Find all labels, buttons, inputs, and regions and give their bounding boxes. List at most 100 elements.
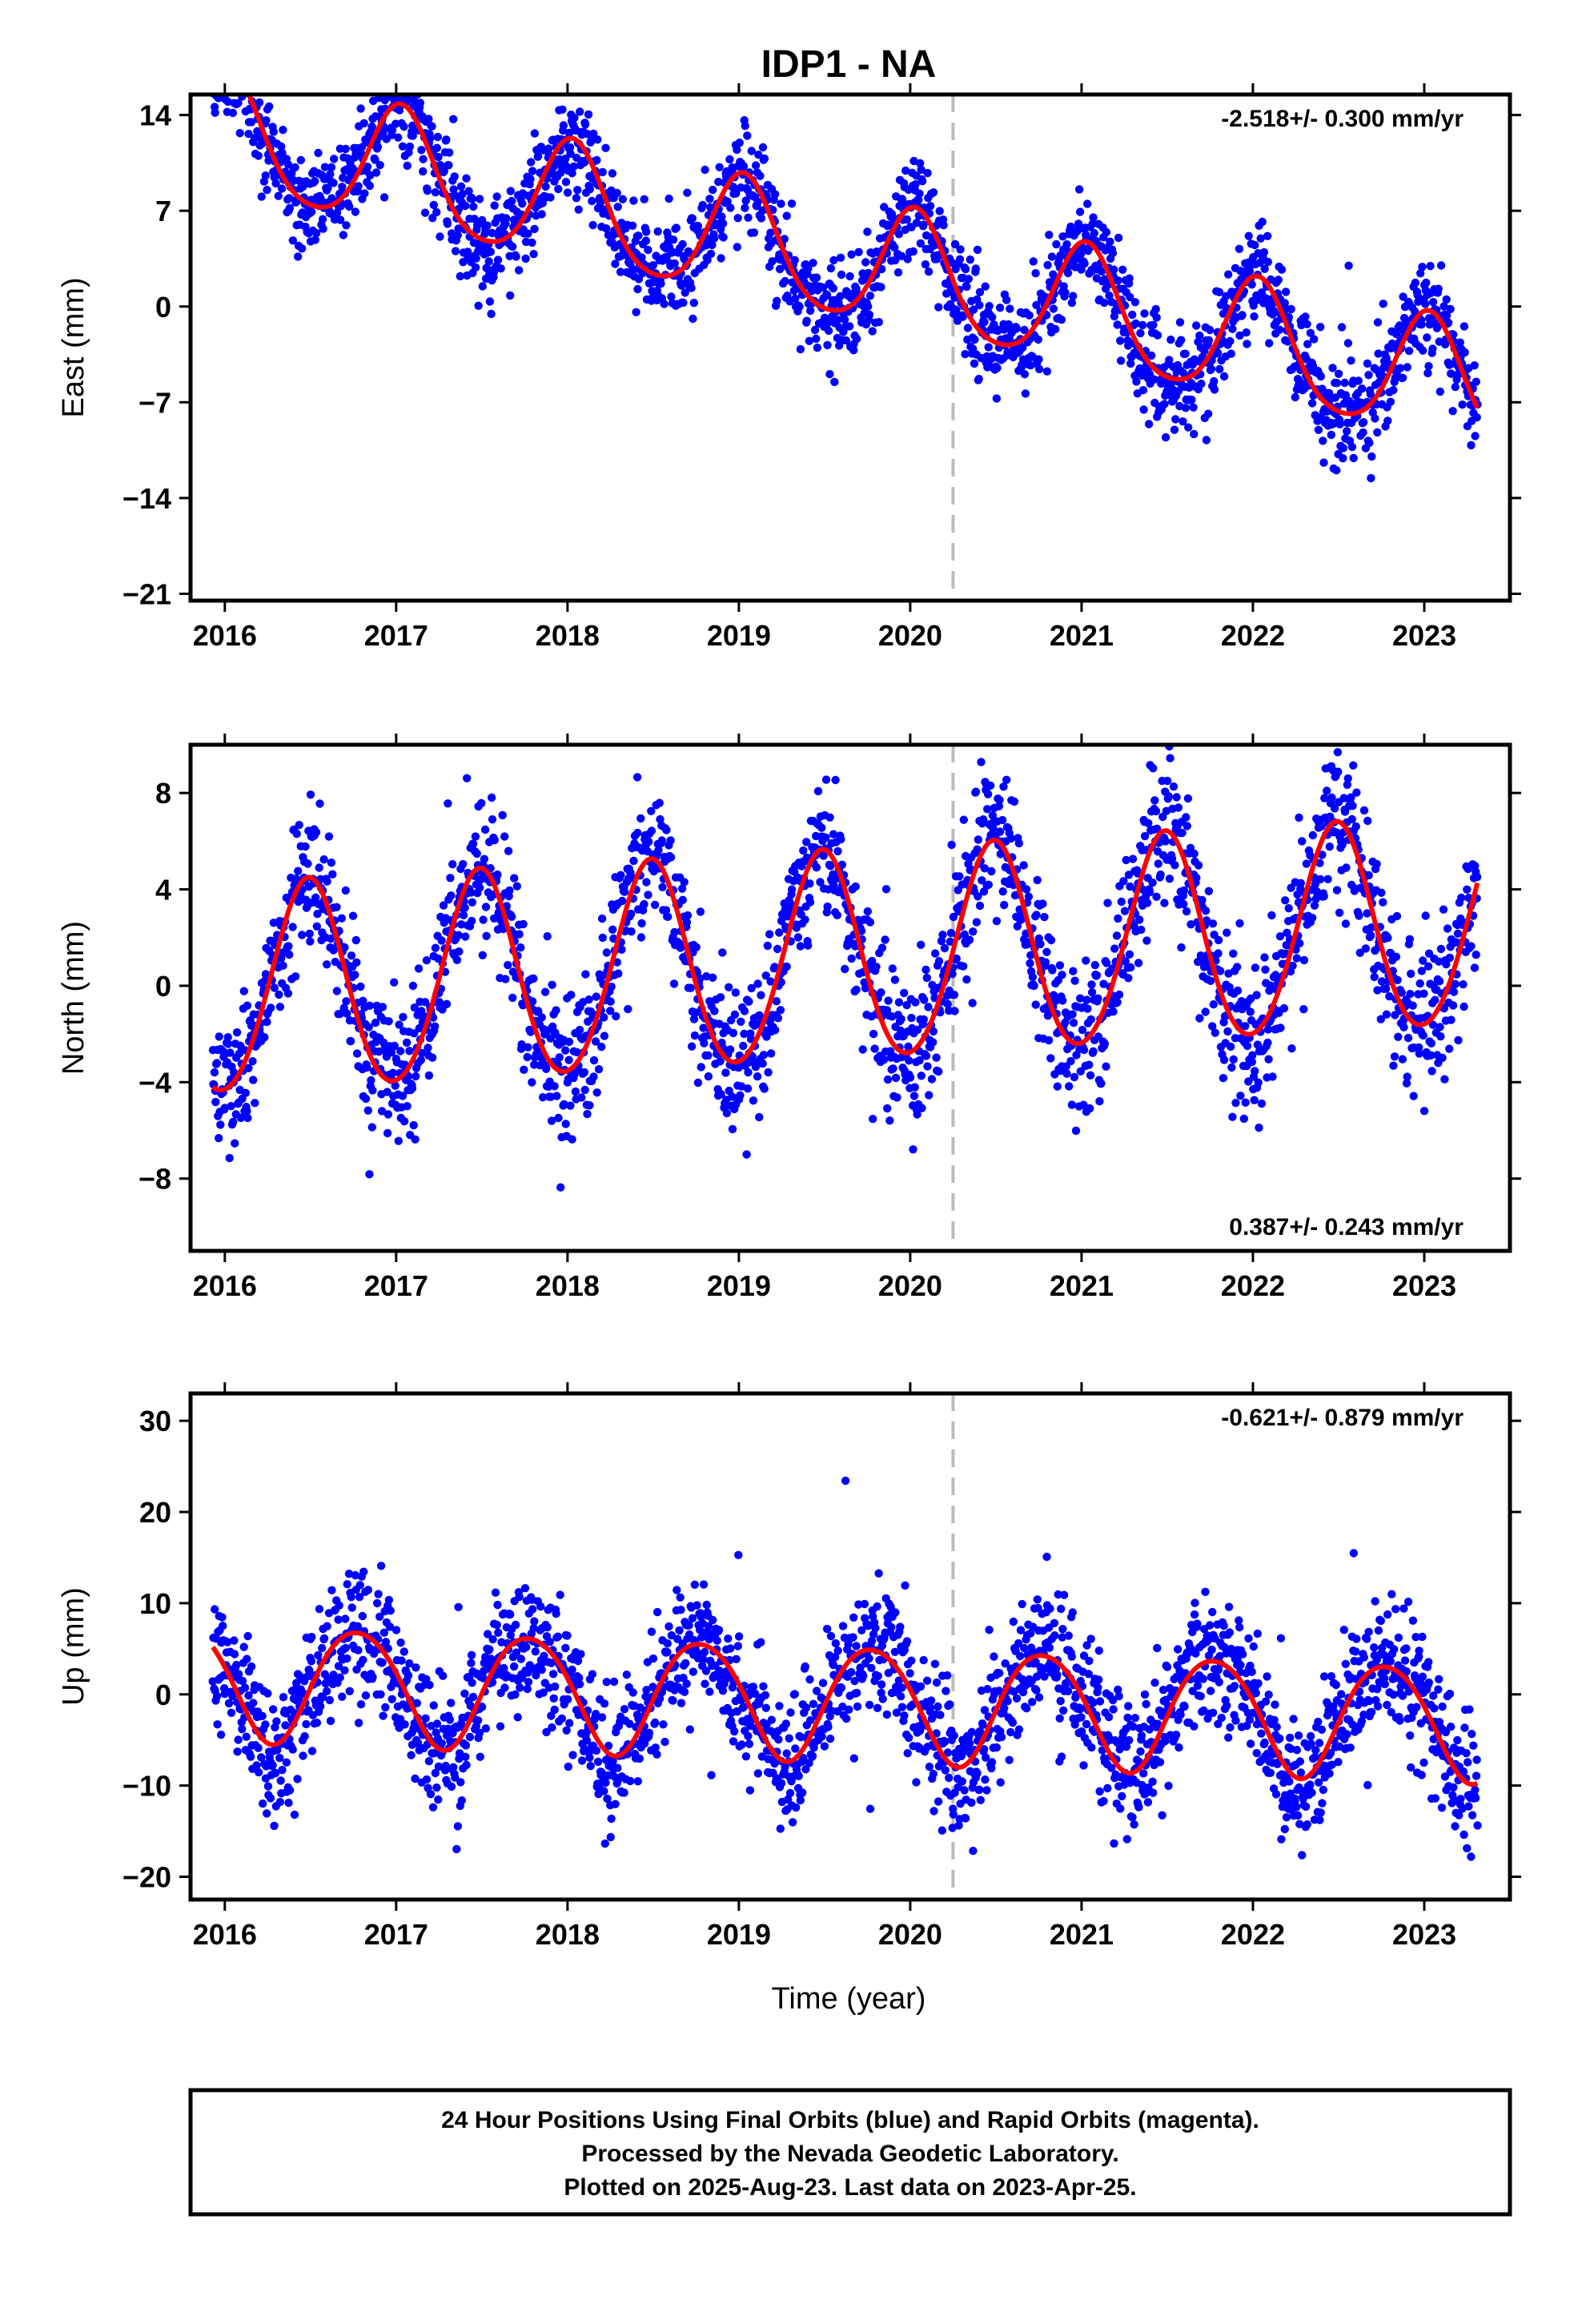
data-point: [540, 987, 550, 996]
data-point: [823, 340, 832, 350]
data-point: [279, 961, 287, 971]
data-point: [1365, 438, 1374, 448]
data-point: [423, 187, 432, 195]
data-point: [422, 1775, 432, 1784]
data-point: [1014, 838, 1024, 848]
data-point: [1263, 257, 1273, 267]
data-point: [523, 1052, 532, 1062]
data-point: [230, 1650, 239, 1659]
data-point: [863, 227, 872, 236]
data-point: [1276, 1023, 1285, 1032]
data-point: [1201, 907, 1211, 915]
data-point: [233, 1747, 242, 1756]
data-point: [412, 1663, 420, 1672]
data-point: [1233, 963, 1242, 971]
data-point: [581, 970, 590, 979]
data-point: [890, 975, 900, 984]
data-point: [613, 203, 622, 211]
data-point: [912, 219, 921, 227]
data-point: [447, 1699, 456, 1707]
data-point: [323, 877, 331, 886]
data-point: [1363, 359, 1372, 368]
data-point: [665, 194, 673, 203]
data-point: [1192, 321, 1201, 330]
data-point: [962, 975, 971, 984]
data-point: [740, 1007, 749, 1015]
data-point: [910, 1083, 919, 1092]
data-point: [469, 202, 478, 211]
data-point: [226, 1048, 235, 1057]
data-point: [1214, 348, 1223, 358]
data-point: [1316, 323, 1325, 332]
data-point: [984, 343, 993, 352]
data-point: [1000, 900, 1009, 910]
data-point: [1113, 320, 1122, 329]
data-point: [1374, 349, 1383, 358]
data-point: [278, 148, 287, 158]
data-point: [824, 326, 833, 336]
data-point: [803, 941, 813, 950]
data-point: [1118, 265, 1127, 274]
data-point: [958, 312, 967, 321]
data-point: [1277, 265, 1287, 274]
data-point: [833, 846, 842, 856]
data-point: [872, 963, 881, 971]
data-point: [1367, 452, 1376, 461]
data-point: [1161, 433, 1170, 442]
data-point: [852, 985, 861, 995]
data-point: [312, 1719, 322, 1727]
data-point: [962, 282, 971, 292]
data-point: [565, 128, 574, 138]
data-point: [1179, 899, 1188, 909]
data-point: [1328, 364, 1337, 372]
data-point: [432, 143, 441, 152]
data-point: [1030, 981, 1038, 991]
data-point: [1264, 1055, 1273, 1063]
data-point: [320, 163, 330, 171]
data-point: [271, 179, 280, 188]
data-point: [1032, 911, 1041, 919]
data-point: [1391, 952, 1401, 962]
data-point: [689, 299, 698, 308]
data-point: [1195, 331, 1204, 340]
data-point: [948, 259, 957, 267]
data-point: [445, 148, 454, 157]
data-point: [483, 221, 492, 230]
data-point: [490, 201, 499, 210]
data-point: [723, 197, 732, 206]
data-point: [716, 993, 725, 1002]
data-point: [704, 1072, 713, 1081]
data-point: [743, 1084, 753, 1093]
data-point: [468, 916, 476, 926]
data-point: [629, 856, 638, 866]
data-point: [482, 931, 491, 941]
data-point: [472, 849, 481, 858]
data-point: [1114, 990, 1124, 999]
data-point: [1398, 373, 1407, 382]
data-point: [212, 1691, 222, 1701]
data-point: [889, 1064, 897, 1073]
data-point: [1203, 409, 1213, 418]
data-point: [263, 1809, 271, 1818]
data-point: [733, 214, 742, 223]
data-point: [498, 810, 507, 820]
data-point: [1242, 328, 1251, 337]
data-point: [1415, 979, 1424, 988]
data-point: [251, 1099, 259, 1108]
data-point: [1116, 356, 1126, 365]
data-point: [701, 165, 709, 175]
data-point: [1370, 972, 1379, 982]
data-point: [902, 215, 912, 224]
data-point: [383, 1088, 391, 1096]
data-point: [361, 1094, 371, 1104]
data-point: [1161, 837, 1170, 846]
data-point: [1295, 939, 1304, 948]
data-point: [559, 121, 568, 130]
data-point: [1403, 1033, 1413, 1043]
data-point: [403, 78, 411, 86]
data-point: [1255, 1124, 1263, 1132]
data-point: [1172, 793, 1181, 802]
data-point: [1116, 336, 1125, 345]
data-point: [758, 1059, 767, 1068]
data-point: [236, 48, 244, 56]
